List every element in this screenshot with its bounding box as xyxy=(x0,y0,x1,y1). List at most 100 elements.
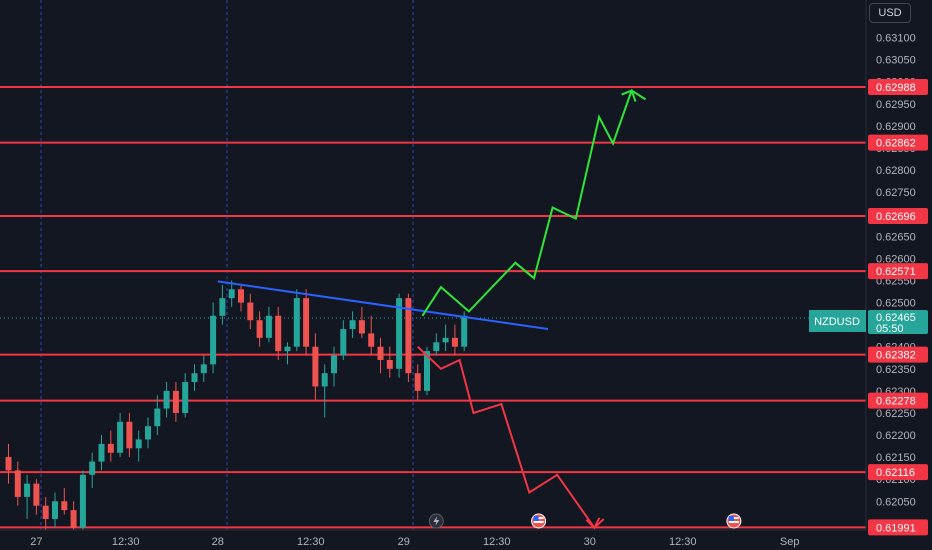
candle-body xyxy=(303,298,310,347)
price-tick-label: 0.62200 xyxy=(876,430,916,442)
candle-body xyxy=(89,461,96,475)
time-tick-label: 12:30 xyxy=(483,536,511,548)
candle-body xyxy=(461,315,468,347)
candle-body xyxy=(24,483,31,497)
candle-body xyxy=(265,315,272,338)
time-tick-label: 29 xyxy=(398,536,410,548)
candle-body xyxy=(321,373,328,387)
price-tick-label: 0.62600 xyxy=(876,253,916,265)
candle-body xyxy=(377,346,384,360)
candlesticks xyxy=(5,280,468,542)
candle-body xyxy=(117,421,124,453)
resistance-trendline[interactable] xyxy=(217,280,549,331)
candle-body xyxy=(163,390,170,409)
candle-body xyxy=(238,289,244,303)
time-tick-label: Sep xyxy=(780,536,800,548)
time-axis[interactable]: 27 12:30 28 12:30 29 12:30 30 12:30 Sep xyxy=(0,529,866,550)
level-badge-bg xyxy=(868,346,928,363)
horizontal-levels xyxy=(0,86,866,529)
candle-body xyxy=(126,421,133,449)
candle-body xyxy=(312,346,319,387)
candle-body xyxy=(275,315,282,352)
price-tick-label: 0.62950 xyxy=(876,99,916,111)
current-price-label: 0.62465 xyxy=(876,312,916,324)
candle-body xyxy=(200,364,207,374)
candle-body xyxy=(135,439,142,449)
candle-body xyxy=(228,289,235,299)
price-tick-label: 0.63050 xyxy=(876,55,916,67)
event-markers[interactable] xyxy=(428,513,742,529)
symbol-badge-bg xyxy=(809,310,866,332)
price-tick-label: 0.62500 xyxy=(876,298,916,310)
lightning-glyph-icon xyxy=(433,516,440,526)
time-tick-label: 12:30 xyxy=(112,536,140,548)
bullish-projection-path[interactable] xyxy=(421,88,647,317)
candle-body xyxy=(386,359,393,369)
candle-body xyxy=(5,457,12,471)
level-price-badges: 0.62988 0.62862 0.62696 0.62571 0.62382 0.622… xyxy=(868,79,928,536)
price-tick-label: 0.63100 xyxy=(876,33,916,45)
candle-body xyxy=(145,426,151,440)
candle-body xyxy=(191,373,198,383)
current-price-badge: NZDUSD 0.62465 05:50 xyxy=(809,310,928,335)
candle-body xyxy=(414,373,421,391)
level-badge-bg xyxy=(868,519,928,536)
level-badge-label: 0.62862 xyxy=(876,138,916,150)
flag-stripe-icon xyxy=(728,521,739,523)
drawings[interactable] xyxy=(217,88,647,530)
candle-body xyxy=(14,470,21,497)
level-badge-label: 0.62696 xyxy=(876,211,916,223)
time-tick-label: 27 xyxy=(30,536,42,548)
candle-body xyxy=(331,355,337,374)
candle-body xyxy=(70,510,77,528)
price-tick-label: 0.62800 xyxy=(876,165,916,177)
price-tick-label: 0.62350 xyxy=(876,364,916,376)
candle-body xyxy=(433,342,440,352)
candle-body xyxy=(61,501,68,511)
price-tick-label: 0.62250 xyxy=(876,408,916,420)
time-tick-label: 28 xyxy=(212,536,224,548)
candle-body xyxy=(256,320,263,338)
candle-body xyxy=(247,302,254,321)
currency-button[interactable]: USD xyxy=(869,3,911,23)
time-tick-label: 30 xyxy=(584,536,596,548)
candle-body xyxy=(52,501,58,519)
bearish-projection-path[interactable] xyxy=(417,345,605,530)
flag-canton-icon xyxy=(533,516,539,521)
candle-body xyxy=(107,443,114,453)
level-badge-label: 0.62116 xyxy=(876,467,915,479)
candle-body xyxy=(154,408,161,427)
price-axis[interactable]: 0.631000.630500.630000.629500.629000.628… xyxy=(876,33,916,531)
price-tick-label: 0.62050 xyxy=(876,496,916,508)
candle-body xyxy=(405,298,412,374)
level-badge-bg xyxy=(868,134,928,151)
level-badge-label: 0.62278 xyxy=(876,396,916,408)
candle-body xyxy=(340,329,347,356)
candle-body xyxy=(284,346,291,352)
flag-stripe-icon xyxy=(533,521,544,523)
candle-body xyxy=(451,337,458,347)
candle-body xyxy=(368,333,375,347)
time-tick-label: 12:30 xyxy=(669,536,697,548)
level-badge-bg xyxy=(868,79,928,96)
candle-body xyxy=(442,337,449,343)
level-badge-label: 0.62988 xyxy=(876,82,916,94)
flag-canton-icon xyxy=(728,516,734,521)
bearish-arrow-head xyxy=(585,517,601,530)
bullish-arrow-head xyxy=(621,89,637,102)
candle-body xyxy=(424,351,430,391)
level-badge-bg xyxy=(868,392,928,409)
candle-body xyxy=(349,320,356,330)
candle-body xyxy=(358,320,365,334)
price-tick-label: 0.62650 xyxy=(876,231,916,243)
price-tick-label: 0.62150 xyxy=(876,452,916,464)
price-tick-label: 0.62750 xyxy=(876,187,916,199)
candle-body xyxy=(172,390,179,413)
level-badge-bg xyxy=(868,207,928,224)
level-badge-bg xyxy=(868,263,928,280)
candle-body xyxy=(79,474,86,528)
candle-body xyxy=(293,298,300,347)
current-price-badge-bg xyxy=(868,310,928,334)
time-axis-bg xyxy=(0,530,866,550)
